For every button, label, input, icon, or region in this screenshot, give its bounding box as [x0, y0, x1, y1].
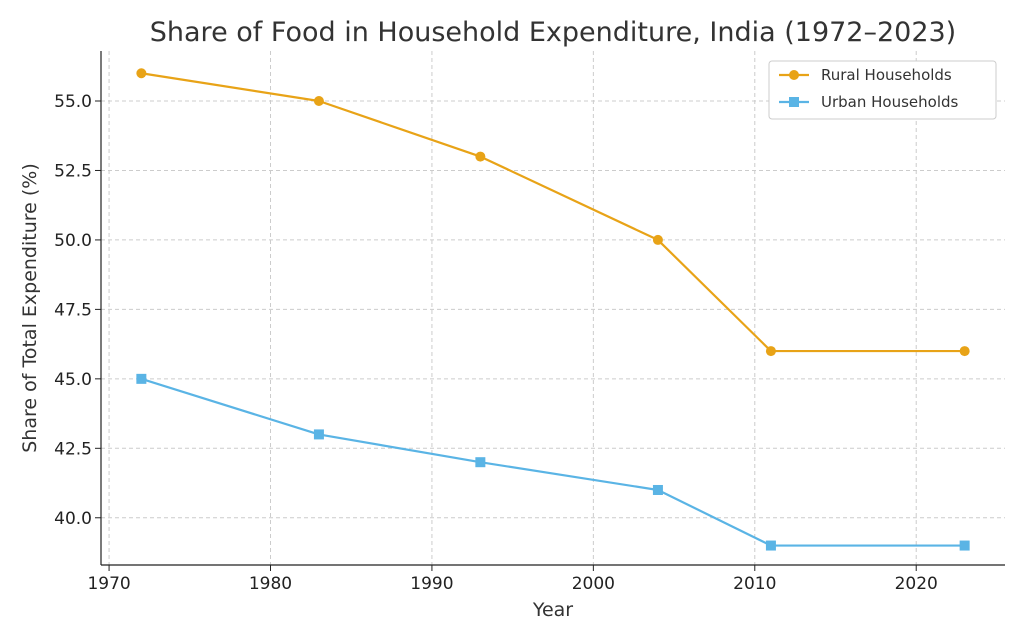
data-point-1-2: [475, 457, 486, 468]
data-point-0-0: [136, 68, 147, 79]
chart-title: Share of Food in Household Expenditure, …: [150, 17, 956, 48]
data-point-0-2: [475, 151, 486, 162]
y-tick-label-0: 40.0: [54, 509, 92, 529]
legend-label-0: Rural Households: [821, 66, 952, 84]
legend-marker-0: [789, 70, 799, 80]
x-tick-label-0: 1970: [87, 574, 130, 594]
x-tick-label-4: 2010: [733, 574, 776, 594]
data-point-0-4: [765, 346, 776, 357]
x-axis: 1970 1980 1990 2000 2010 2020: [87, 565, 938, 594]
data-point-1-3: [652, 484, 663, 495]
x-tick-label-5: 2020: [895, 574, 938, 594]
y-tick-label-2: 45.0: [54, 370, 92, 390]
legend-label-1: Urban Households: [821, 93, 959, 111]
data-point-0-5: [959, 346, 970, 357]
legend-box: [768, 60, 997, 120]
y-tick-label-4: 50.0: [54, 231, 92, 251]
plot-series: [136, 68, 970, 551]
x-axis-label: Year: [532, 599, 573, 621]
axes-frame: [100, 51, 1005, 566]
x-tick-label-2: 1990: [410, 574, 453, 594]
legend-marker-1: [789, 97, 799, 107]
grid: [101, 51, 1005, 565]
y-tick-label-5: 52.5: [54, 161, 92, 181]
series-line-1: [141, 377, 965, 547]
data-point-0-3: [652, 234, 663, 245]
data-point-0-1: [313, 96, 324, 107]
data-point-1-0: [136, 373, 147, 384]
x-tick-label-1: 1980: [249, 574, 292, 594]
data-point-1-5: [959, 540, 970, 551]
y-tick-label-3: 47.5: [54, 300, 92, 320]
y-axis: 40.0 42.5 45.0 47.5 50.0 52.5 55.0: [54, 92, 101, 529]
legend: Rural Households Urban Households: [768, 60, 997, 120]
data-point-1-1: [313, 429, 324, 440]
series-line-0: [141, 72, 965, 353]
data-point-1-4: [765, 540, 776, 551]
y-tick-label-1: 42.5: [54, 439, 92, 459]
y-axis-label: Share of Total Expenditure (%): [19, 163, 41, 453]
y-tick-label-6: 55.0: [54, 92, 92, 112]
x-tick-label-3: 2000: [572, 574, 615, 594]
